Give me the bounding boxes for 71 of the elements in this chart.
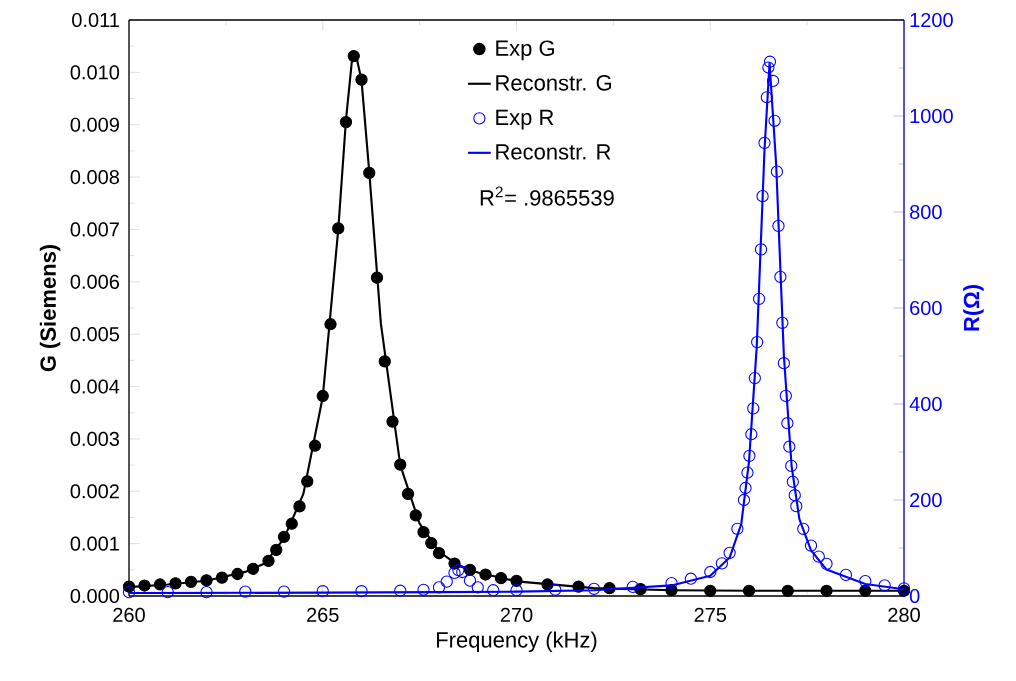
point <box>370 271 384 284</box>
y-tick-label: 0.009 <box>70 117 119 132</box>
y-tick-label: 0.011 <box>72 12 119 28</box>
y-tick-label: 0.000 <box>70 588 120 604</box>
point <box>316 389 329 403</box>
point <box>363 166 376 180</box>
point <box>479 568 492 581</box>
point <box>425 536 438 550</box>
y-tick-label: 0.001 <box>70 536 119 551</box>
point <box>293 500 306 513</box>
point <box>169 577 182 590</box>
point <box>270 543 283 557</box>
x-axis-title: Frequency (kHz) <box>437 631 597 652</box>
y2-tick-label: 200 <box>910 492 942 508</box>
point <box>215 571 229 584</box>
point <box>262 554 275 568</box>
y2-tick-label: 1200 <box>910 12 953 28</box>
point <box>541 578 554 591</box>
legend-label: Exp G <box>496 40 554 61</box>
y-tick-label: 0.003 <box>70 431 120 446</box>
y2-tick-label: 0 <box>909 588 920 604</box>
point <box>308 439 322 452</box>
point <box>184 575 198 588</box>
point <box>417 525 430 539</box>
x-tick-label: 280 <box>888 607 920 622</box>
legend-label: Reconstr. R <box>496 144 611 160</box>
point <box>324 318 337 331</box>
point <box>347 49 360 63</box>
point <box>432 546 446 560</box>
y-axis-title: G (Siemens) <box>39 244 61 372</box>
y-tick-label: 0.005 <box>70 327 120 342</box>
point <box>820 584 833 597</box>
point <box>231 567 244 581</box>
y2-tick-label: 1000 <box>910 108 953 124</box>
point <box>246 562 260 575</box>
x-tick-label: 270 <box>500 607 533 622</box>
point <box>332 222 345 235</box>
y2-tick-label: 400 <box>909 396 942 412</box>
annotation: R$^{2}$= .9865539 <box>480 186 614 206</box>
y-tick-label: 0.007 <box>70 222 119 237</box>
point <box>301 475 314 488</box>
y-tick-label: 0.008 <box>70 170 120 185</box>
point <box>409 509 422 522</box>
point <box>401 487 415 501</box>
point <box>355 73 368 86</box>
y-tick-label: 0.002 <box>70 484 119 499</box>
point <box>394 458 407 471</box>
x-tick-label: 260 <box>113 607 145 622</box>
y-tick-label: 0.006 <box>70 274 120 289</box>
point <box>138 579 151 592</box>
x-tick-label: 265 <box>307 607 339 622</box>
point <box>200 574 213 587</box>
point <box>704 584 717 597</box>
point <box>510 574 523 587</box>
y-tick-label: 0.010 <box>70 65 120 80</box>
point <box>386 415 399 428</box>
point <box>153 578 167 591</box>
x-tick-label: 275 <box>694 607 727 622</box>
point <box>277 530 291 543</box>
y2-tick-label: 800 <box>910 204 942 220</box>
point <box>285 517 298 530</box>
point <box>378 355 391 368</box>
y2-tick-label: 600 <box>910 300 942 316</box>
point <box>781 584 794 597</box>
point <box>742 584 756 597</box>
legend-label: Reconstr. G <box>496 75 612 91</box>
y-tick-label: 0.004 <box>70 379 120 394</box>
y2-axis-title: R(Ω) <box>963 285 984 331</box>
point <box>339 115 353 129</box>
point <box>494 572 508 585</box>
legend-label: Exp R <box>496 109 554 130</box>
